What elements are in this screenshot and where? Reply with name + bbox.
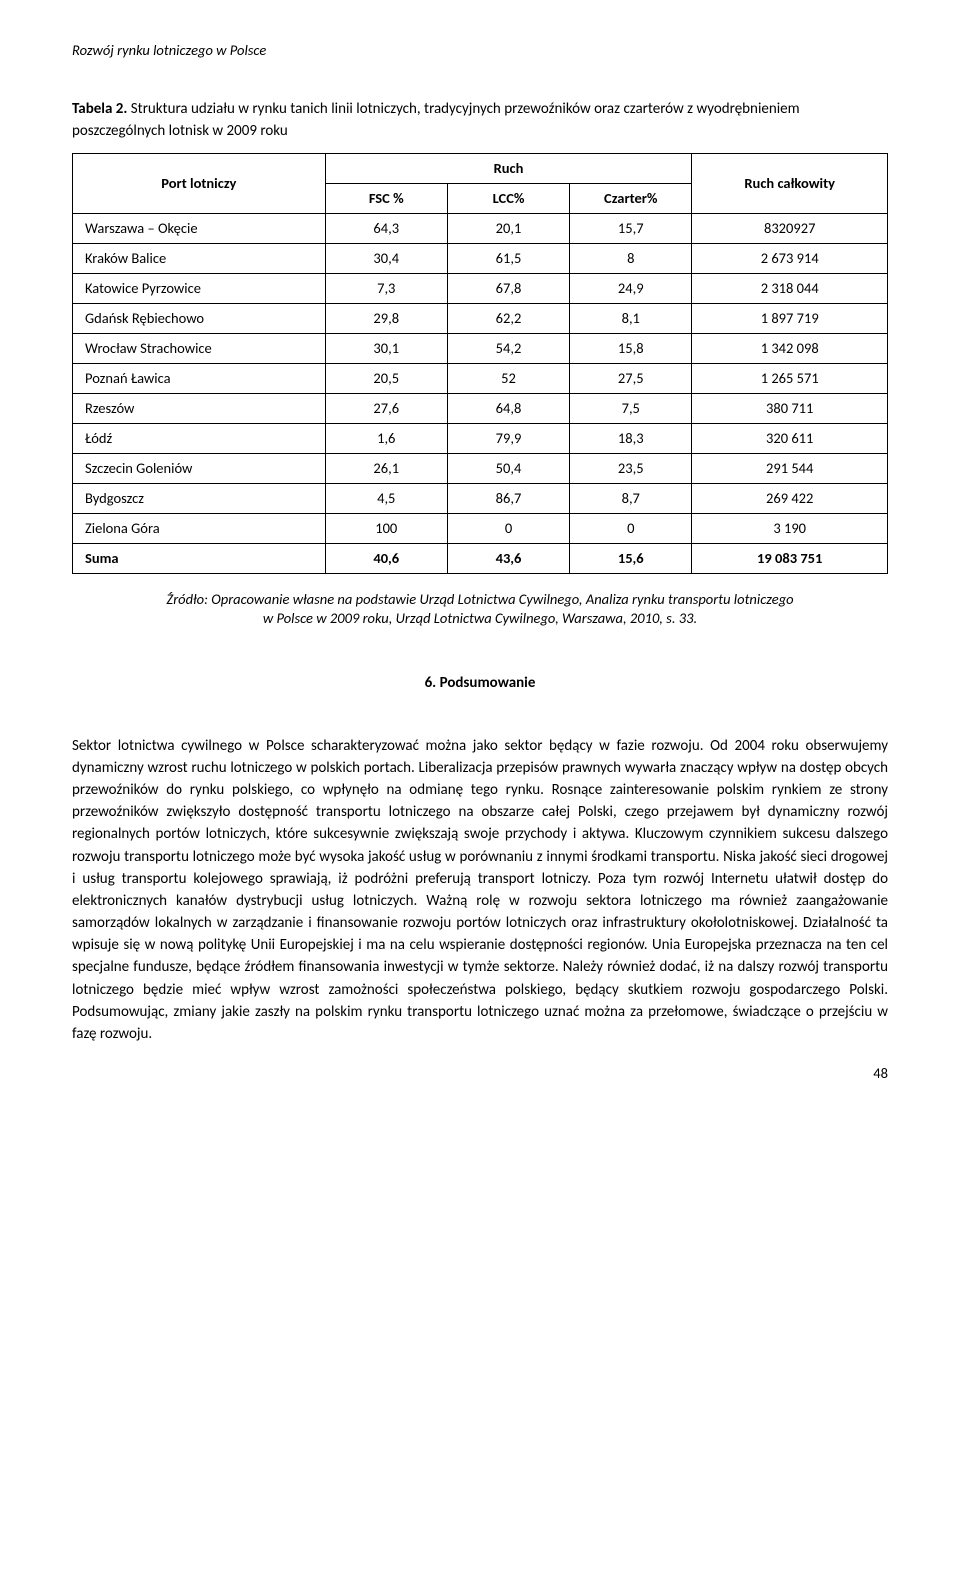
row-fsc: 27,6 <box>325 393 447 423</box>
table-row: Gdańsk Rębiechowo29,862,28,11 897 719 <box>73 303 888 333</box>
col-head-port: Port lotniczy <box>73 153 326 213</box>
data-table: Port lotniczy Ruch Ruch całkowity FSC % … <box>72 153 888 574</box>
col-head-ruch: Ruch <box>325 153 692 183</box>
row-name: Poznań Ławica <box>73 363 326 393</box>
row-czarter: 27,5 <box>570 363 692 393</box>
row-fsc: 20,5 <box>325 363 447 393</box>
sum-czarter: 15,6 <box>570 543 692 573</box>
row-total: 269 422 <box>692 483 888 513</box>
table-row: Wrocław Strachowice30,154,215,81 342 098 <box>73 333 888 363</box>
row-total: 2 673 914 <box>692 243 888 273</box>
row-czarter: 8,7 <box>570 483 692 513</box>
sum-name: Suma <box>73 543 326 573</box>
row-total: 8320927 <box>692 213 888 243</box>
row-fsc: 7,3 <box>325 273 447 303</box>
row-czarter: 23,5 <box>570 453 692 483</box>
running-title: Rozwój rynku lotniczego w Polsce <box>72 40 888 61</box>
table-row: Warszawa – Okęcie64,320,115,78320927 <box>73 213 888 243</box>
row-fsc: 30,1 <box>325 333 447 363</box>
row-total: 291 544 <box>692 453 888 483</box>
row-fsc: 100 <box>325 513 447 543</box>
row-total: 380 711 <box>692 393 888 423</box>
row-fsc: 4,5 <box>325 483 447 513</box>
row-lcc: 54,2 <box>447 333 569 363</box>
row-lcc: 0 <box>447 513 569 543</box>
row-total: 1 897 719 <box>692 303 888 333</box>
sum-total: 19 083 751 <box>692 543 888 573</box>
row-czarter: 15,8 <box>570 333 692 363</box>
row-lcc: 86,7 <box>447 483 569 513</box>
row-name: Bydgoszcz <box>73 483 326 513</box>
col-head-lcc: LCC% <box>447 183 569 213</box>
table-row: Katowice Pyrzowice7,367,824,92 318 044 <box>73 273 888 303</box>
row-czarter: 0 <box>570 513 692 543</box>
table-row: Łódź1,679,918,3320 611 <box>73 423 888 453</box>
table-caption-label: Tabela 2. <box>72 100 127 118</box>
row-name: Katowice Pyrzowice <box>73 273 326 303</box>
row-lcc: 50,4 <box>447 453 569 483</box>
row-name: Szczecin Goleniów <box>73 453 326 483</box>
row-fsc: 30,4 <box>325 243 447 273</box>
row-czarter: 8,1 <box>570 303 692 333</box>
row-czarter: 24,9 <box>570 273 692 303</box>
sum-lcc: 43,6 <box>447 543 569 573</box>
page-number: 48 <box>72 1063 888 1084</box>
row-name: Wrocław Strachowice <box>73 333 326 363</box>
table-row: Bydgoszcz4,586,78,7269 422 <box>73 483 888 513</box>
table-row: Szczecin Goleniów26,150,423,5291 544 <box>73 453 888 483</box>
row-total: 2 318 044 <box>692 273 888 303</box>
row-czarter: 15,7 <box>570 213 692 243</box>
row-total: 320 611 <box>692 423 888 453</box>
body-paragraph: Sektor lotnictwa cywilnego w Polsce scha… <box>72 735 888 1046</box>
row-name: Łódź <box>73 423 326 453</box>
source-line1: Źródło: Opracowanie własne na podstawie … <box>166 590 793 608</box>
col-head-czarter: Czarter% <box>570 183 692 213</box>
col-head-total: Ruch całkowity <box>692 153 888 213</box>
row-fsc: 64,3 <box>325 213 447 243</box>
row-name: Gdańsk Rębiechowo <box>73 303 326 333</box>
table-row: Rzeszów27,664,87,5380 711 <box>73 393 888 423</box>
sum-fsc: 40,6 <box>325 543 447 573</box>
table-caption: Tabela 2. Struktura udziału w rynku tani… <box>72 99 888 143</box>
row-total: 1 265 571 <box>692 363 888 393</box>
row-lcc: 62,2 <box>447 303 569 333</box>
row-czarter: 8 <box>570 243 692 273</box>
row-lcc: 20,1 <box>447 213 569 243</box>
row-fsc: 29,8 <box>325 303 447 333</box>
row-lcc: 79,9 <box>447 423 569 453</box>
table-row: Kraków Balice30,461,582 673 914 <box>73 243 888 273</box>
row-name: Kraków Balice <box>73 243 326 273</box>
row-lcc: 64,8 <box>447 393 569 423</box>
table-sum-row: Suma40,643,615,619 083 751 <box>73 543 888 573</box>
row-name: Zielona Góra <box>73 513 326 543</box>
table-row: Poznań Ławica20,55227,51 265 571 <box>73 363 888 393</box>
row-fsc: 26,1 <box>325 453 447 483</box>
row-lcc: 52 <box>447 363 569 393</box>
row-total: 1 342 098 <box>692 333 888 363</box>
row-name: Rzeszów <box>73 393 326 423</box>
row-total: 3 190 <box>692 513 888 543</box>
table-caption-text: Struktura udziału w rynku tanich linii l… <box>72 100 800 140</box>
row-fsc: 1,6 <box>325 423 447 453</box>
source-line2: w Polsce w 2009 roku, Urząd Lotnictwa Cy… <box>263 609 697 627</box>
col-head-fsc: FSC % <box>325 183 447 213</box>
table-source: Źródło: Opracowanie własne na podstawie … <box>72 590 888 629</box>
table-row: Zielona Góra100003 190 <box>73 513 888 543</box>
row-czarter: 7,5 <box>570 393 692 423</box>
row-lcc: 61,5 <box>447 243 569 273</box>
row-czarter: 18,3 <box>570 423 692 453</box>
row-name: Warszawa – Okęcie <box>73 213 326 243</box>
section-heading: 6. Podsumowanie <box>72 673 888 695</box>
row-lcc: 67,8 <box>447 273 569 303</box>
